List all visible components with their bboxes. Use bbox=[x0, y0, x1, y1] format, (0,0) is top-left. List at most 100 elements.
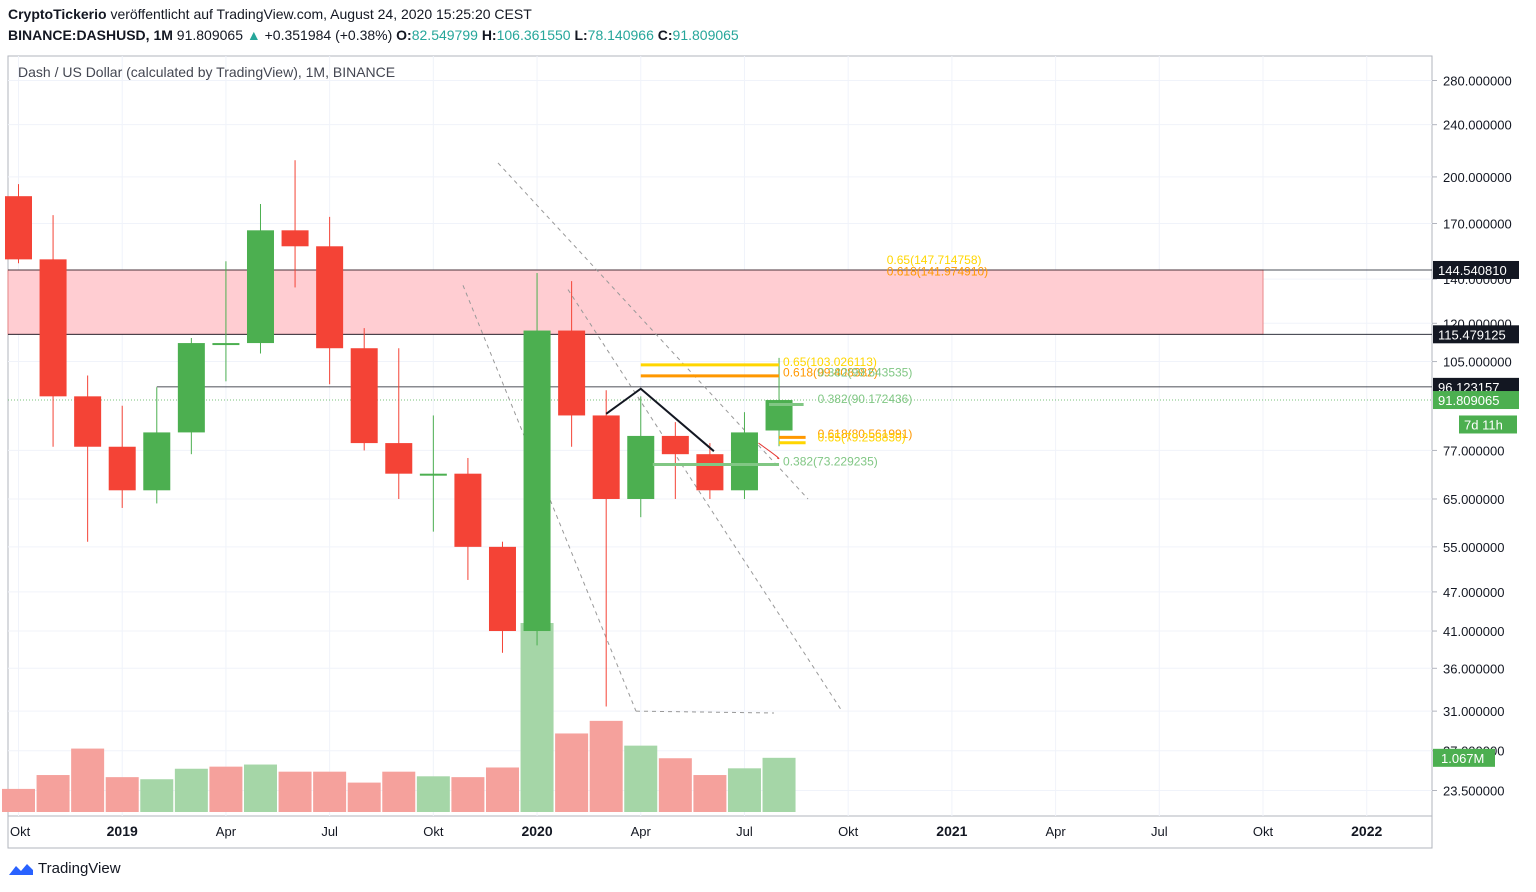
candle bbox=[39, 215, 67, 447]
candle-body bbox=[454, 473, 482, 547]
candle bbox=[177, 337, 205, 455]
time-tick-label: Apr bbox=[631, 824, 652, 839]
low-value: 78.140966 bbox=[587, 27, 654, 43]
high-value: 106.361550 bbox=[496, 27, 571, 43]
volume-bar bbox=[278, 771, 312, 812]
candle bbox=[74, 375, 102, 542]
time-tick-label: Okt bbox=[10, 824, 31, 839]
candle-body bbox=[5, 196, 32, 260]
candle-body bbox=[39, 259, 67, 397]
resistance-zone bbox=[7, 269, 1264, 335]
fib-label: 0.382(90.172436) bbox=[818, 392, 913, 406]
low-label: L: bbox=[574, 27, 588, 43]
fib-label: 0.618(141.974910) bbox=[887, 264, 988, 278]
candle-body bbox=[661, 435, 689, 455]
candle-body bbox=[350, 348, 378, 444]
time-tick-label: Jul bbox=[321, 824, 338, 839]
candle-body bbox=[488, 546, 516, 632]
price-tick-label: 240.000000 bbox=[1443, 118, 1512, 133]
candle bbox=[5, 184, 32, 264]
candle-body bbox=[143, 432, 171, 491]
volume-bar bbox=[555, 733, 589, 812]
volume-bar bbox=[485, 767, 519, 812]
time-tick-label: 2020 bbox=[521, 823, 552, 839]
candle-body bbox=[696, 454, 724, 491]
candle-body bbox=[730, 432, 758, 491]
time-tick-label: 2021 bbox=[936, 823, 967, 839]
volume-bar bbox=[105, 777, 139, 812]
price-badge bbox=[1433, 391, 1519, 410]
fib-label: 0.382(99.643535) bbox=[818, 365, 913, 379]
volume-badge bbox=[1433, 748, 1495, 767]
candle-body bbox=[558, 330, 586, 416]
time-tick-label: Apr bbox=[216, 824, 237, 839]
candle bbox=[108, 405, 136, 508]
time-tick-label: Okt bbox=[423, 824, 444, 839]
close-label: C: bbox=[657, 27, 673, 43]
symbol-label: BINANCE:DASHUSD, 1M bbox=[8, 27, 173, 43]
brand-name[interactable]: TradingView bbox=[38, 860, 121, 877]
volume-bar bbox=[71, 748, 105, 812]
candle bbox=[730, 412, 758, 499]
price-tick-label: 280.000000 bbox=[1443, 74, 1512, 89]
time-tick-label: Jul bbox=[1151, 824, 1168, 839]
candle bbox=[143, 387, 171, 504]
candle-body bbox=[523, 330, 551, 632]
high-label: H: bbox=[481, 27, 497, 43]
price-badge-label: 144.540810 bbox=[1438, 263, 1507, 278]
change-up-icon: ▲ bbox=[246, 27, 261, 43]
volume-bar bbox=[658, 758, 692, 812]
close-value: 91.809065 bbox=[672, 27, 739, 43]
chart-title: Dash / US Dollar (calculated by TradingV… bbox=[18, 64, 395, 80]
volume-bar bbox=[727, 768, 761, 812]
fib-label: 0.65(103.026113) bbox=[783, 355, 877, 369]
candle bbox=[419, 415, 447, 532]
volume-badge-label: 1.067M bbox=[1441, 751, 1484, 766]
volume-bar bbox=[209, 766, 243, 812]
ohlc-header: BINANCE:DASHUSD, 1M 91.809065 ▲ +0.35198… bbox=[8, 27, 739, 43]
tradingview-logo-icon[interactable] bbox=[8, 861, 34, 877]
fib-label: 0.65(79.258830) bbox=[818, 431, 906, 445]
volume-bar bbox=[762, 757, 796, 812]
price-tick-label: 105.000000 bbox=[1443, 355, 1512, 370]
channel-line bbox=[635, 710, 775, 714]
author-name[interactable]: CryptoTickerio bbox=[8, 6, 107, 22]
price-tick-label: 47.000000 bbox=[1443, 585, 1504, 600]
volume-bar bbox=[589, 720, 623, 812]
candle bbox=[385, 348, 413, 499]
time-tick-label: Apr bbox=[1045, 824, 1066, 839]
price-tick-label: 55.000000 bbox=[1443, 540, 1504, 555]
candle-body bbox=[281, 230, 309, 247]
fib-label: 0.618(80.561991) bbox=[818, 427, 913, 441]
price-tick-label: 200.000000 bbox=[1443, 170, 1512, 185]
volume-bar bbox=[624, 745, 658, 812]
candle-body bbox=[419, 473, 447, 476]
time-tick-label: Okt bbox=[1253, 824, 1274, 839]
publish-header: CryptoTickerio veröffentlicht auf Tradin… bbox=[8, 6, 532, 22]
candle bbox=[661, 422, 689, 499]
price-badge-label: 91.809065 bbox=[1438, 393, 1499, 408]
candle bbox=[454, 457, 482, 580]
volume-bar bbox=[313, 771, 347, 812]
candle bbox=[281, 160, 309, 288]
price-badge-label: 115.479125 bbox=[1438, 327, 1506, 342]
candle bbox=[558, 281, 586, 447]
price-tick-label: 77.000000 bbox=[1443, 443, 1504, 458]
price-badge bbox=[1433, 260, 1519, 279]
volume-bar bbox=[174, 768, 208, 812]
channel-line bbox=[567, 289, 843, 712]
candle bbox=[488, 541, 516, 653]
candle bbox=[696, 443, 724, 499]
time-tick-label: 2022 bbox=[1351, 823, 1382, 839]
pattern-line bbox=[605, 387, 715, 452]
price-tick-label: 36.000000 bbox=[1443, 661, 1504, 676]
volume-bar bbox=[520, 623, 554, 812]
open-label: O: bbox=[396, 27, 412, 43]
price-tick-label: 31.000000 bbox=[1443, 704, 1504, 719]
chart-frame bbox=[7, 55, 1433, 849]
volume-bar bbox=[416, 776, 450, 812]
candle bbox=[350, 328, 378, 451]
candle-body bbox=[74, 396, 102, 447]
candle bbox=[592, 390, 620, 707]
